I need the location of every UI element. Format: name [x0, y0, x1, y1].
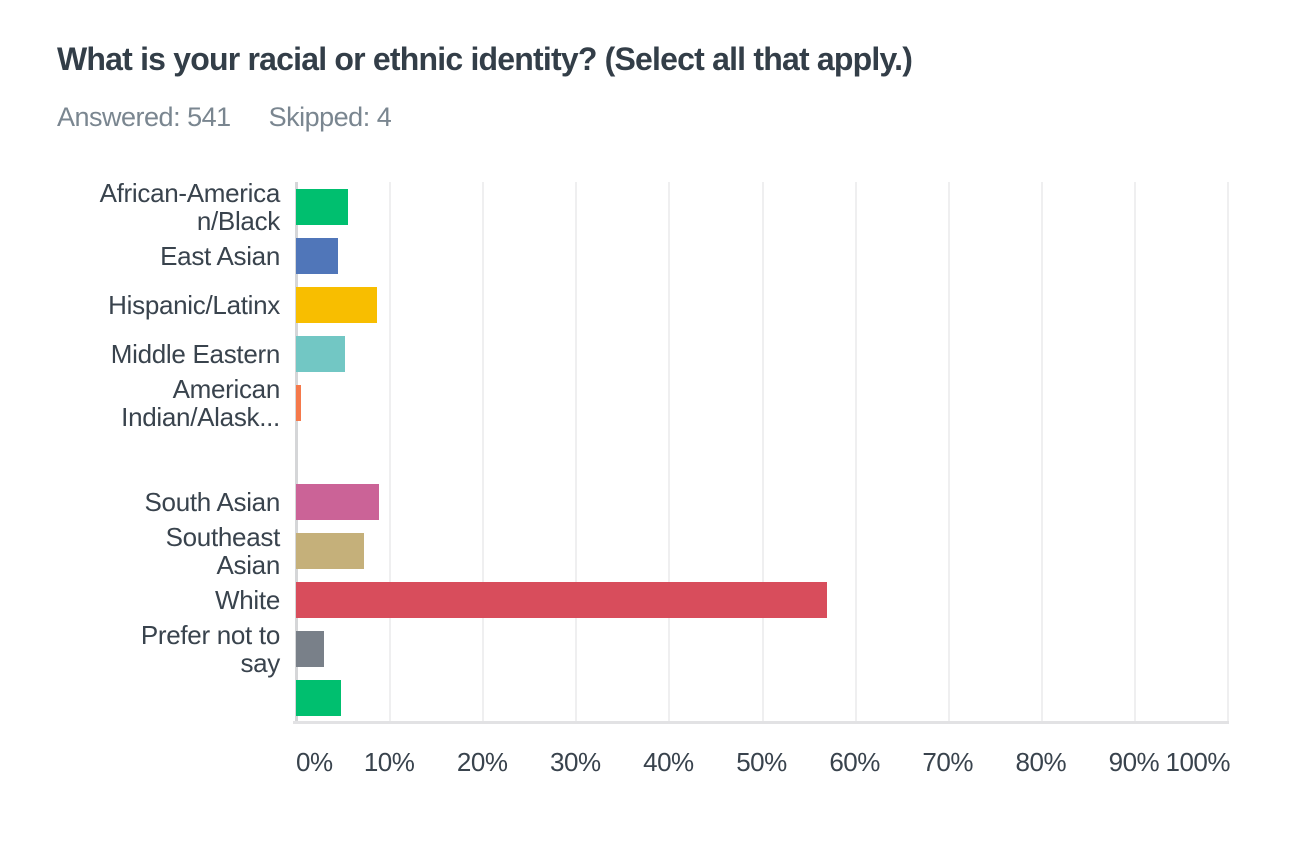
- category-label: African-America n/Black: [99, 177, 281, 236]
- gridline: [854, 182, 857, 723]
- category-label: Prefer not to say: [140, 620, 280, 679]
- gridline: [947, 182, 950, 723]
- bar[interactable]: [296, 286, 377, 323]
- x-tick-label: 20%: [456, 747, 508, 777]
- category-label: White: [215, 585, 280, 616]
- category-axis: African-America n/Black East Asian Hispani…: [0, 177, 281, 723]
- x-tick-label: 50%: [736, 747, 787, 777]
- bar-chart-plot-area: 0% 10% 20% 30% 40% 50% 60% 70% 80% 90% 100%: [293, 182, 1230, 777]
- y-axis-line: [295, 182, 298, 723]
- category-label: South Asian: [144, 486, 281, 517]
- bar[interactable]: [296, 582, 827, 619]
- gridline: [389, 182, 392, 723]
- bar[interactable]: [296, 385, 302, 422]
- category-label: East Asian: [160, 240, 280, 271]
- x-tick-label: 30%: [550, 747, 601, 777]
- x-tick-label: 90%: [1108, 747, 1160, 777]
- x-tick-label: 40%: [643, 747, 694, 777]
- x-tick-label: 10%: [363, 747, 415, 777]
- category-label: American Indian/Alask...: [121, 374, 280, 433]
- skipped-count: Skipped: 4: [268, 102, 392, 132]
- x-tick-label: 60%: [829, 747, 880, 777]
- bar[interactable]: [296, 532, 365, 569]
- x-axis-line: [293, 721, 1229, 724]
- category-label: Middle Eastern: [110, 339, 281, 370]
- x-tick-label: 100%: [1165, 747, 1231, 777]
- gridline: [482, 182, 485, 723]
- gridline: [668, 182, 671, 723]
- gridline: [1040, 182, 1043, 723]
- x-tick-label: 80%: [1015, 747, 1067, 777]
- bar[interactable]: [296, 188, 349, 225]
- bar[interactable]: [296, 631, 325, 668]
- gridline: [1227, 182, 1229, 723]
- bar[interactable]: [296, 336, 345, 373]
- answered-count: Answered: 541: [57, 102, 231, 132]
- x-tick-label: 0%: [296, 747, 333, 777]
- bar[interactable]: [296, 483, 379, 520]
- bar[interactable]: [296, 680, 341, 717]
- category-label: Hispanic/Latinx: [108, 289, 280, 320]
- question-title: What is your racial or ethnic identity? …: [57, 41, 913, 77]
- gridline: [761, 182, 764, 723]
- x-tick-label: 70%: [922, 747, 973, 777]
- response-meta: Answered: 541 Skipped: 4: [57, 101, 392, 133]
- gridline: [575, 182, 578, 723]
- category-label: Southeast Asian: [165, 521, 281, 580]
- gridline: [1133, 182, 1136, 723]
- bar[interactable]: [296, 237, 339, 274]
